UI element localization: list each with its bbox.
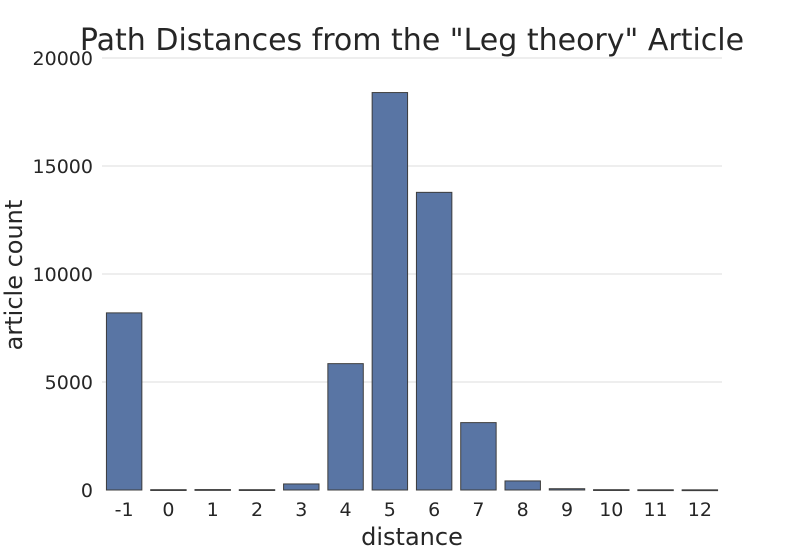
y-tick-label-15000: 15000 bbox=[33, 156, 93, 178]
bar-0 bbox=[150, 489, 187, 491]
bar-8 bbox=[504, 480, 541, 491]
x-tick-label-0: 0 bbox=[162, 499, 174, 521]
x-axis-ticks: -1 0 1 2 3 4 5 6 7 8 9 10 11 12 bbox=[115, 499, 712, 521]
x-tick-label-8: 8 bbox=[517, 499, 529, 521]
bar-5 bbox=[371, 92, 409, 491]
bar-4 bbox=[327, 363, 364, 491]
x-tick-label-4: 4 bbox=[340, 499, 352, 521]
bar-7 bbox=[460, 422, 497, 491]
y-tick-label-10000: 10000 bbox=[33, 264, 93, 286]
x-tick-label-7: 7 bbox=[472, 499, 484, 521]
y-tick-label-5000: 5000 bbox=[45, 372, 93, 394]
bars bbox=[105, 92, 719, 492]
bar--1 bbox=[105, 312, 143, 491]
x-tick-label-6: 6 bbox=[428, 499, 440, 521]
gridlines bbox=[102, 57, 722, 383]
x-tick-label-12: 12 bbox=[688, 499, 712, 521]
bar-1 bbox=[194, 489, 231, 491]
x-tick-label-10: 10 bbox=[599, 499, 623, 521]
bar-11 bbox=[637, 489, 674, 492]
x-tick-label--1: -1 bbox=[115, 499, 134, 521]
bar-3 bbox=[283, 483, 320, 491]
x-tick-label-5: 5 bbox=[384, 499, 396, 521]
x-tick-label-3: 3 bbox=[295, 499, 307, 521]
bar-9 bbox=[548, 488, 586, 491]
bar-12 bbox=[681, 489, 719, 492]
x-tick-label-9: 9 bbox=[561, 499, 573, 521]
x-tick-label-11: 11 bbox=[643, 499, 667, 521]
bar-2 bbox=[238, 489, 276, 491]
y-axis-ticks: 0 5000 10000 15000 20000 bbox=[33, 48, 93, 502]
bar-6 bbox=[415, 191, 453, 491]
bar-10 bbox=[593, 489, 630, 491]
x-tick-label-2: 2 bbox=[251, 499, 263, 521]
y-tick-label-20000: 20000 bbox=[33, 48, 93, 70]
x-tick-label-1: 1 bbox=[207, 499, 219, 521]
y-axis-label: article count bbox=[0, 200, 28, 351]
x-axis-label: distance bbox=[361, 523, 463, 551]
chart-title: Path Distances from the "Leg theory" Art… bbox=[80, 23, 744, 58]
y-tick-label-0: 0 bbox=[81, 480, 93, 502]
